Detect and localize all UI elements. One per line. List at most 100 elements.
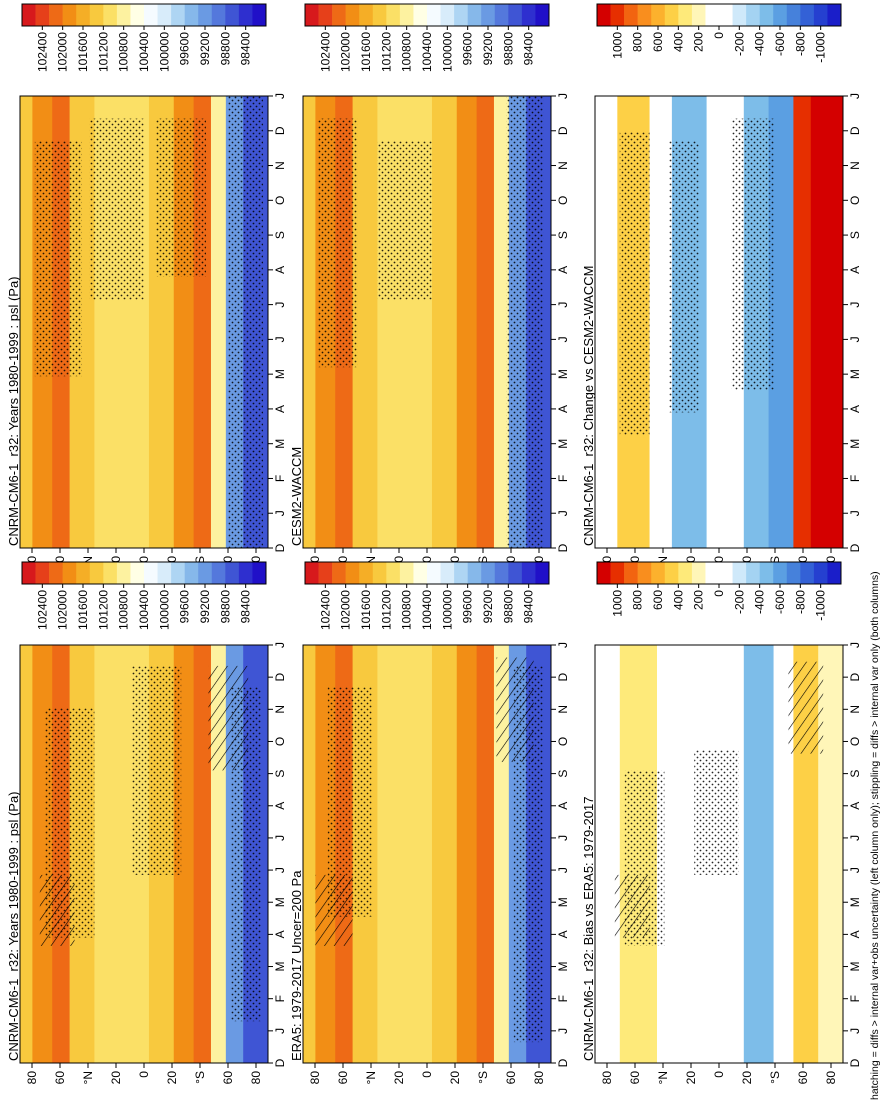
colorbar-label: 102000 [339,590,353,630]
panel-cnrm-mean-left-title: CNRM-CM6-1_r32: Years 1980-1999 : psl (P… [6,791,21,1061]
colorbar-swatch [252,562,267,584]
panel-cnrm-mean-right: 8060°N20020°S6080DJFMAMJJASONDJCNRM-CM6-… [6,93,287,569]
colorbar-label: -200 [732,590,746,614]
colorbar-label: -600 [773,32,787,56]
lat-tick-label: °S [193,1071,207,1084]
month-tick-label: N [556,161,570,170]
month-tick-label: D [273,543,287,552]
panel-cnrm-mean-right-stippling [228,96,264,548]
colorbar-swatch [732,562,747,584]
panel-era5-title: ERA5: 1979-2017 Uncer=200 Pa [289,870,304,1061]
colorbar-label: -1000 [814,590,828,621]
panel-cnrm-mean-right-colorbar: 102400 102000 101600 101200 100800 100400 1000… [21,3,267,72]
colorbar-swatch [413,4,428,26]
colorbar-label: 98400 [522,590,536,624]
month-tick-label: N [848,161,862,170]
month-tick-label: M [556,369,570,379]
lat-tick-label: 80 [532,1071,546,1085]
panel-era5-band [377,645,433,1063]
colorbar-swatch [157,4,172,26]
lat-tick-label: 60 [336,1071,350,1085]
colorbar-label: 400 [671,32,685,52]
colorbar-swatch [813,562,828,584]
lat-tick-label: °S [476,1071,490,1084]
month-tick-label: J [848,642,862,648]
colorbar-label: 99600 [461,32,475,66]
month-tick-label: J [556,336,570,342]
colorbar-swatch [440,562,455,584]
colorbar-swatch [664,562,679,584]
panel-change-stippling [619,132,650,435]
lat-tick-label: 0 [420,1071,434,1078]
colorbar-swatch [651,562,666,584]
colorbar-swatch [664,4,679,26]
month-tick-label: J [556,642,570,648]
month-tick-label: S [848,770,862,778]
month-tick-label: A [848,802,862,810]
month-tick-label: J [848,867,862,873]
month-tick-label: A [556,802,570,810]
month-tick-label: M [848,439,862,449]
panel-era5-hatching [315,874,353,946]
month-tick-label: A [848,266,862,274]
month-tick-label: J [556,93,570,99]
colorbar-swatch [62,562,77,584]
colorbar-swatch [238,4,253,26]
colorbar-swatch [144,4,158,26]
month-tick-label: M [848,369,862,379]
colorbar-swatch [624,4,638,26]
month-tick-label: S [848,231,862,239]
month-tick-label: J [273,867,287,873]
colorbar-swatch [494,562,509,584]
month-tick-label: A [848,405,862,413]
month-tick-label: M [273,369,287,379]
month-tick-label: D [848,126,862,135]
colorbar-swatch [454,4,468,26]
colorbar-swatch [62,4,77,26]
month-tick-label: D [556,543,570,552]
colorbar-label: 99600 [461,590,475,624]
colorbar-swatch [198,562,213,584]
panel-era5-band [303,645,316,1063]
month-tick-label: M [273,897,287,907]
colorbar-swatch [399,562,414,584]
panel-cnrm-mean-left-stippling [131,665,182,875]
panel-cesm2-colorbar: 102400 102000 101600 101200 100800 100400 1000… [304,3,550,72]
colorbar-swatch [318,4,333,26]
colorbar-label: 102000 [56,32,70,72]
colorbar-label: 102400 [318,590,332,630]
colorbar-swatch [637,562,652,584]
colorbar-swatch [610,4,625,26]
panel-change-band [649,96,673,548]
colorbar-swatch [76,4,91,26]
panel-cnrm-mean-left-hatching [208,665,249,771]
colorbar-swatch [211,4,226,26]
lat-tick-label: 60 [628,1071,642,1085]
colorbar-label: 99200 [198,590,212,624]
colorbar-swatch [759,562,774,584]
colorbar-label: 100400 [137,590,151,630]
colorbar-label: 99200 [481,32,495,66]
colorbar-swatch [305,562,319,584]
panel-cesm2: 8060°N20020°S6080DJFMAMJJASONDJCESM2-WAC… [289,93,570,569]
colorbar-swatch [746,562,760,584]
colorbar-swatch [116,562,131,584]
panel-era5-band [431,645,458,1063]
colorbar-swatch [705,562,720,584]
colorbar-label: 98400 [239,32,253,66]
colorbar-swatch [454,562,468,584]
month-tick-label: J [273,642,287,648]
colorbar-label: 101600 [359,32,373,72]
month-tick-label: S [556,231,570,239]
colorbar-label: 98800 [218,32,232,66]
month-tick-label: J [848,835,862,841]
panel-change-band [595,96,618,548]
lat-tick-label: 20 [392,1071,406,1085]
panel-bias-hatching [788,661,824,754]
month-tick-label: A [273,930,287,938]
panel-cesm2-stippling [317,118,358,368]
month-tick-label: O [273,737,287,746]
colorbar-label: 100800 [400,32,414,72]
colorbar-swatch [35,562,50,584]
colorbar-label: 102400 [35,32,49,72]
